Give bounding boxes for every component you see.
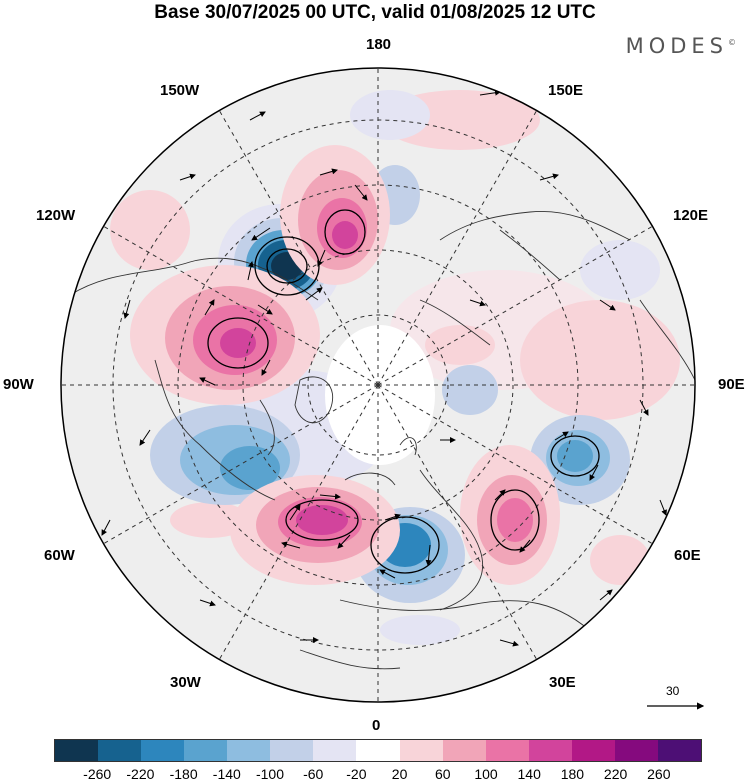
- colorbar-swatch: [442, 740, 486, 761]
- colorbar-swatch: [184, 740, 228, 761]
- colorbar-tick-label: -60: [303, 766, 324, 782]
- map-boundary: [60, 67, 696, 703]
- colorbar: [54, 739, 702, 762]
- colorbar-swatch: [356, 740, 400, 761]
- colorbar-swatch: [657, 740, 701, 761]
- lon-label-120w: 120W: [36, 207, 76, 224]
- colorbar-swatch: [399, 740, 443, 761]
- colorbar-swatch: [528, 740, 572, 761]
- positive-anomaly-alaska: [280, 145, 390, 285]
- colorbar-swatch: [485, 740, 529, 761]
- colorbar-tick-label: -260: [83, 766, 112, 782]
- graticule: [61, 68, 695, 702]
- lon-label-60w: 60W: [44, 547, 75, 564]
- colorbar-swatch: [270, 740, 314, 761]
- lon-label-180: 180: [366, 36, 392, 53]
- colorbar-tick-label: 100: [474, 766, 498, 782]
- colorbar-tick-label: 140: [517, 766, 541, 782]
- colorbar-tick-label: 260: [647, 766, 671, 782]
- colorbar-swatch: [141, 740, 185, 761]
- lon-label-30w: 30W: [170, 674, 201, 691]
- colorbar-ticks: -260 -220 -180 -140 -100 -60 -20 20 60 100 140 180 2…: [54, 766, 702, 782]
- lon-label-0: 0: [372, 717, 381, 734]
- colorbar-swatch: [98, 740, 142, 761]
- colorbar-swatch: [614, 740, 658, 761]
- lon-label-150w: 150W: [160, 82, 200, 99]
- lon-label-90w: 90W: [3, 376, 34, 393]
- colorbar-tick-label: -180: [169, 766, 198, 782]
- colorbar-tick-label: 20: [391, 766, 408, 782]
- coastlines: [69, 210, 695, 670]
- lon-label-60e: 60E: [674, 547, 701, 564]
- positive-anomaly-north-atlantic: [230, 475, 400, 585]
- colorbar-swatch: [571, 740, 615, 761]
- lon-label-90e: 90E: [718, 376, 745, 393]
- map-title: Base 30/07/2025 00 UTC, valid 01/08/2025…: [154, 2, 596, 23]
- colorbar-tick-label: -100: [255, 766, 285, 782]
- positive-anomaly-russia: [460, 445, 560, 585]
- colorbar-swatch: [55, 740, 99, 761]
- lon-label-30e: 30E: [549, 674, 576, 691]
- negative-anomaly-north-america: [150, 405, 300, 505]
- wind-vectors: [101, 89, 667, 647]
- colorbar-swatch: [227, 740, 271, 761]
- colorbar-tick-label: -140: [212, 766, 241, 782]
- reference-vector-value: 30: [666, 684, 680, 698]
- colorbar-tick-label: 180: [560, 766, 585, 782]
- lon-label-120e: 120E: [673, 207, 709, 224]
- colorbar-tick-label: 220: [603, 766, 628, 782]
- colorbar-swatch: [313, 740, 357, 761]
- colorbar-tick-label: 60: [435, 766, 451, 782]
- colorbar-tick-label: -220: [126, 766, 155, 782]
- lon-label-150e: 150E: [548, 82, 584, 99]
- colorbar-tick-label: -20: [346, 766, 367, 782]
- brand-logo: MODES©: [625, 34, 736, 58]
